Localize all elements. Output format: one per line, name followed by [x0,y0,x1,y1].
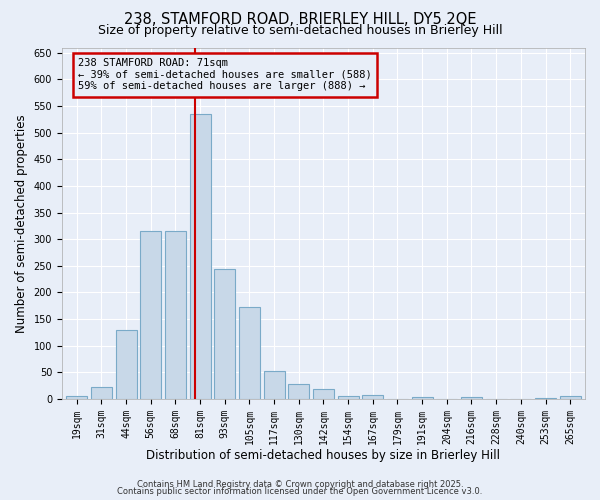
Bar [412,398,433,399]
Bar [91,388,112,399]
Bar [461,398,482,399]
Bar [263,372,284,399]
Bar [362,394,383,399]
Bar [190,114,211,399]
X-axis label: Distribution of semi-detached houses by size in Brierley Hill: Distribution of semi-detached houses by … [146,450,500,462]
Text: 238, STAMFORD ROAD, BRIERLEY HILL, DY5 2QE: 238, STAMFORD ROAD, BRIERLEY HILL, DY5 2… [124,12,476,28]
Text: Contains public sector information licensed under the Open Government Licence v3: Contains public sector information licen… [118,487,482,496]
Y-axis label: Number of semi-detached properties: Number of semi-detached properties [15,114,28,332]
Bar [313,390,334,399]
Bar [288,384,309,399]
Text: Size of property relative to semi-detached houses in Brierley Hill: Size of property relative to semi-detach… [98,24,502,37]
Bar [66,396,87,399]
Bar [165,231,186,399]
Bar [535,398,556,399]
Bar [560,396,581,399]
Bar [239,308,260,399]
Bar [140,231,161,399]
Text: 238 STAMFORD ROAD: 71sqm
← 39% of semi-detached houses are smaller (588)
59% of : 238 STAMFORD ROAD: 71sqm ← 39% of semi-d… [78,58,371,92]
Text: Contains HM Land Registry data © Crown copyright and database right 2025.: Contains HM Land Registry data © Crown c… [137,480,463,489]
Bar [338,396,359,399]
Bar [116,330,137,399]
Bar [214,268,235,399]
